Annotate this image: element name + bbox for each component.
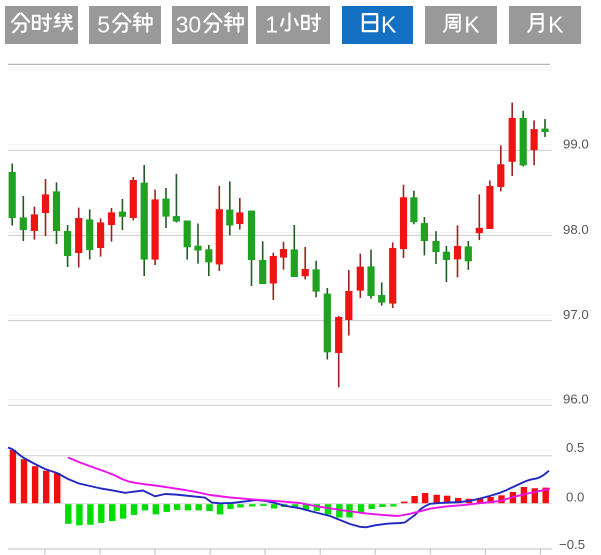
svg-text:K: K bbox=[381, 12, 397, 38]
svg-text:K: K bbox=[548, 12, 564, 38]
svg-text:96.0: 96.0 bbox=[563, 392, 589, 407]
svg-text:30: 30 bbox=[176, 12, 202, 38]
svg-text:98.0: 98.0 bbox=[563, 222, 589, 237]
svg-text:0.0: 0.0 bbox=[566, 490, 584, 505]
svg-text:K: K bbox=[464, 12, 480, 38]
svg-text:1: 1 bbox=[265, 12, 278, 38]
svg-text:−0.5: −0.5 bbox=[559, 537, 585, 552]
svg-text:0.5: 0.5 bbox=[566, 440, 584, 455]
svg-text:97.0: 97.0 bbox=[563, 307, 589, 322]
svg-text:5: 5 bbox=[97, 12, 110, 38]
svg-text:99.0: 99.0 bbox=[563, 137, 589, 152]
